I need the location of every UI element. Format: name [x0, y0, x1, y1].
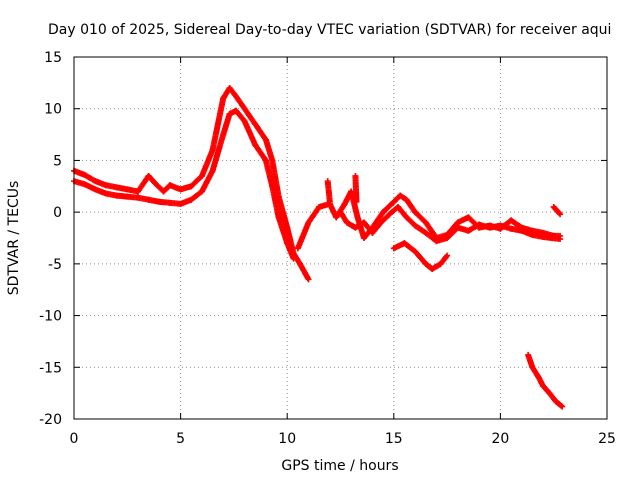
y-tick-label: 0	[53, 205, 62, 221]
gridlines	[74, 57, 607, 419]
y-tick-label: -15	[39, 360, 62, 376]
series-main-trace-upper	[71, 85, 312, 283]
data-point	[326, 198, 333, 205]
data-point	[559, 403, 566, 410]
x-axis-label: GPS time / hours	[281, 458, 398, 474]
x-tick-label: 5	[176, 431, 185, 447]
x-tick-label: 10	[278, 431, 296, 447]
data-point	[290, 255, 297, 262]
plot-frame	[73, 56, 608, 420]
chart-title: Day 010 of 2025, Sidereal Day-to-day VTE…	[48, 22, 611, 38]
data-point	[353, 198, 360, 205]
x-tick-label: 25	[598, 431, 616, 447]
data-point	[558, 402, 565, 409]
y-tick-label: 15	[44, 50, 62, 66]
y-tick-label: 10	[44, 102, 62, 118]
y-tick-label: -5	[48, 257, 62, 273]
series-main-trace-lower	[71, 107, 297, 262]
y-tick-label: -20	[39, 412, 62, 428]
series-descending-segment	[525, 351, 566, 410]
series-mid-trace	[294, 188, 564, 252]
series-mid-trace-echo	[337, 203, 564, 245]
data-point	[444, 252, 451, 259]
y-tick-label: 5	[53, 153, 62, 169]
data-point	[305, 276, 312, 283]
data-point	[557, 236, 564, 243]
x-tick-label: 20	[491, 431, 509, 447]
data-point	[556, 210, 563, 217]
data-point	[557, 211, 564, 218]
x-tick-label: 0	[70, 431, 79, 447]
axis-ticks: 0 5 10 15 20 25 -20 -15 -10 -5 0 5 10 15	[39, 50, 616, 447]
y-axis-label: SDTVAR / TECUs	[6, 181, 22, 296]
series-spike-segments	[324, 172, 564, 218]
data-markers	[71, 85, 566, 410]
y-tick-label: -10	[39, 309, 62, 325]
data-point	[443, 253, 450, 260]
x-tick-label: 15	[385, 431, 403, 447]
series-dip-segment	[390, 240, 451, 273]
